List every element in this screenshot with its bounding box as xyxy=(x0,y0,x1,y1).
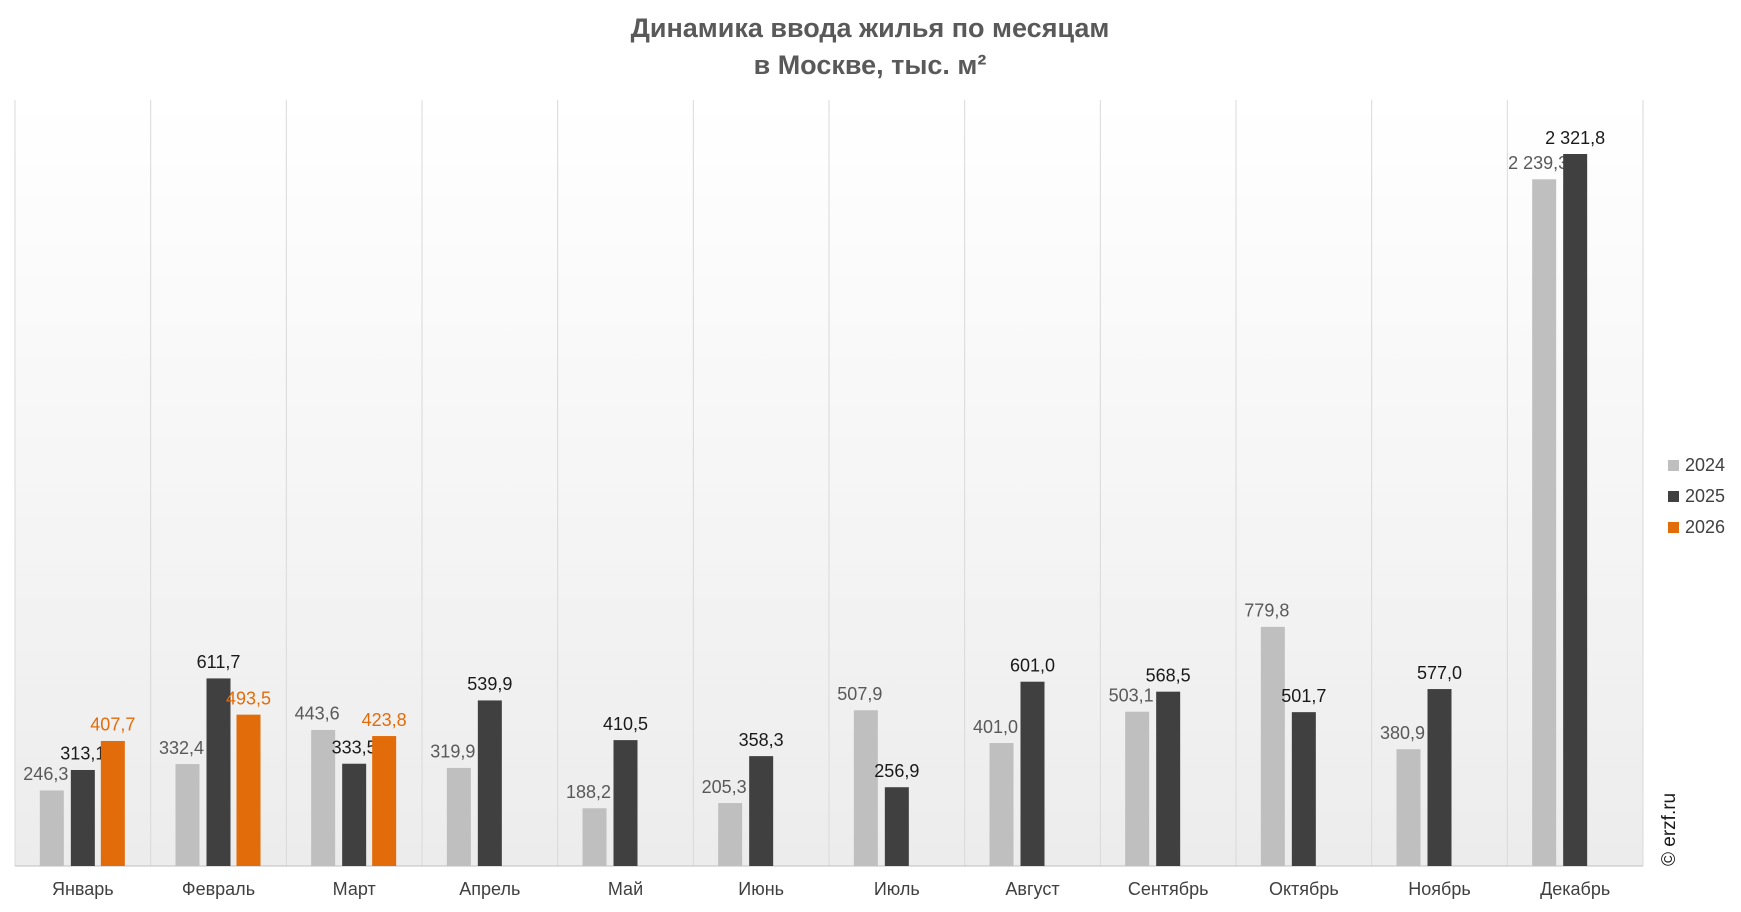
value-label: 380,9 xyxy=(1380,723,1425,743)
bar xyxy=(311,729,336,866)
bar xyxy=(1156,691,1181,866)
legend-label: 2026 xyxy=(1685,517,1725,537)
legend-label: 2024 xyxy=(1685,455,1725,475)
legend-swatch xyxy=(1668,522,1679,533)
bar xyxy=(989,743,1014,866)
bar xyxy=(342,763,367,866)
value-label: 332,4 xyxy=(159,738,204,758)
bar xyxy=(1396,749,1421,866)
value-label: 319,9 xyxy=(430,742,475,762)
bar xyxy=(206,678,231,866)
bar xyxy=(1563,154,1588,866)
value-label: 188,2 xyxy=(566,782,611,802)
x-tick-label: Июнь xyxy=(738,879,784,899)
legend-swatch xyxy=(1668,460,1679,471)
x-tick-label: Февраль xyxy=(182,879,255,899)
value-label: 313,1 xyxy=(60,744,105,764)
x-tick-label: Декабрь xyxy=(1540,879,1610,899)
value-label: 568,5 xyxy=(1146,665,1191,685)
x-tick-label: Апрель xyxy=(459,879,520,899)
value-label: 779,8 xyxy=(1244,601,1289,621)
legend-swatch xyxy=(1668,491,1679,502)
x-tick-label: Январь xyxy=(52,879,114,899)
bar xyxy=(1427,689,1452,866)
bar xyxy=(70,769,95,866)
value-label: 401,0 xyxy=(973,717,1018,737)
value-label: 2 239,3 xyxy=(1508,153,1568,173)
bar xyxy=(1020,681,1045,866)
value-label: 503,1 xyxy=(1109,685,1154,705)
bar xyxy=(884,787,909,866)
bar xyxy=(853,710,878,866)
value-label: 410,5 xyxy=(603,714,648,734)
bar xyxy=(1291,712,1316,866)
bar xyxy=(372,736,397,866)
value-label: 443,6 xyxy=(295,704,340,724)
bar xyxy=(1125,711,1150,866)
value-label: 358,3 xyxy=(739,730,784,750)
value-label: 501,7 xyxy=(1281,686,1326,706)
x-tick-label: Июль xyxy=(874,879,920,899)
x-tick-label: Ноябрь xyxy=(1408,879,1470,899)
watermark: © erzf.ru xyxy=(1659,793,1680,866)
value-label: 577,0 xyxy=(1417,663,1462,683)
value-label: 246,3 xyxy=(23,764,68,784)
bar xyxy=(613,740,638,866)
bar xyxy=(582,808,607,866)
x-tick-label: Сентябрь xyxy=(1128,879,1209,899)
x-tick-label: Август xyxy=(1005,879,1059,899)
bar xyxy=(1260,626,1285,866)
x-tick-label: Март xyxy=(333,879,376,899)
value-label: 205,3 xyxy=(702,777,747,797)
x-tick-label: Май xyxy=(608,879,643,899)
bar xyxy=(175,764,200,866)
value-label: 256,9 xyxy=(874,761,919,781)
value-label: 507,9 xyxy=(837,684,882,704)
bar xyxy=(100,740,125,866)
value-label: 407,7 xyxy=(90,715,135,735)
value-label: 2 321,8 xyxy=(1545,128,1605,148)
legend-label: 2025 xyxy=(1685,486,1725,506)
value-label: 423,8 xyxy=(362,710,407,730)
bar xyxy=(1532,179,1557,867)
value-label: 539,9 xyxy=(467,674,512,694)
bar xyxy=(749,756,774,866)
chart-title: Динамика ввода жилья по месяцам xyxy=(631,13,1110,43)
x-tick-label: Октябрь xyxy=(1269,879,1339,899)
value-label: 493,5 xyxy=(226,688,271,708)
chart-title: в Москве, тыс. м² xyxy=(754,50,987,80)
bar xyxy=(477,700,502,866)
bar xyxy=(718,803,743,866)
value-label: 601,0 xyxy=(1010,655,1055,675)
value-label: 333,5 xyxy=(332,737,377,757)
bar xyxy=(39,790,64,866)
value-label: 611,7 xyxy=(197,652,241,672)
bar xyxy=(446,767,471,866)
bar xyxy=(236,714,261,866)
